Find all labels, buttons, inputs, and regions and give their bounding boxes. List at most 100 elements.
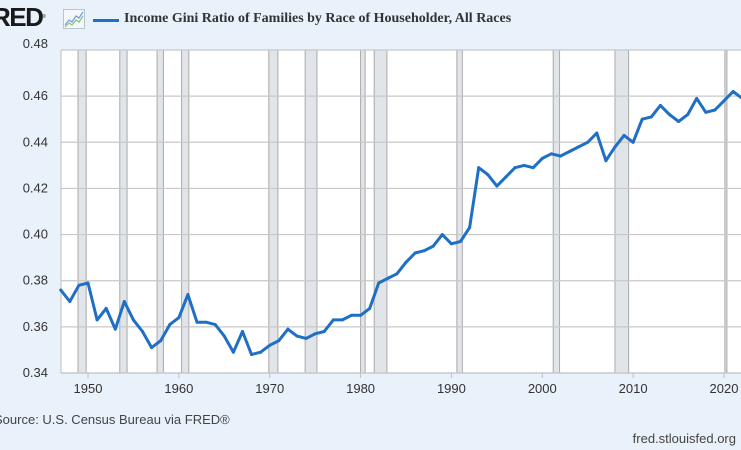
data-point	[522, 163, 526, 167]
data-point	[222, 334, 226, 338]
data-point	[568, 150, 572, 154]
data-point	[468, 226, 472, 230]
data-point	[113, 327, 117, 331]
data-point	[150, 346, 154, 350]
legend-swatch	[93, 19, 119, 22]
data-point	[377, 281, 381, 285]
data-point	[231, 350, 235, 354]
recession-band	[724, 50, 727, 373]
data-point	[504, 175, 508, 179]
data-points	[59, 90, 741, 357]
data-point	[613, 145, 617, 149]
data-point	[640, 117, 644, 121]
recession-band	[78, 50, 87, 373]
data-point	[649, 115, 653, 119]
data-point	[340, 318, 344, 322]
data-point	[531, 166, 535, 170]
x-tick-label: 2020	[710, 381, 739, 396]
data-point	[86, 281, 90, 285]
data-point	[186, 293, 190, 297]
data-point	[295, 334, 299, 338]
recession-band	[553, 50, 560, 373]
data-point	[495, 184, 499, 188]
data-point	[595, 131, 599, 135]
data-point	[386, 276, 390, 280]
recession-band	[360, 50, 366, 373]
recession-band	[181, 50, 189, 373]
data-point	[722, 99, 726, 103]
data-point	[449, 242, 453, 246]
data-point	[277, 339, 281, 343]
fred-logo[interactable]: RED®	[0, 2, 46, 32]
series-line	[59, 90, 741, 356]
data-point	[368, 306, 372, 310]
data-point	[131, 318, 135, 322]
y-tick-label: 0.42	[23, 180, 48, 195]
data-point	[240, 329, 244, 333]
data-point	[395, 272, 399, 276]
data-point	[359, 313, 363, 317]
data-point	[713, 108, 717, 112]
fred-logo-text: RED	[0, 2, 44, 32]
recession-bands	[77, 50, 728, 373]
data-point	[477, 166, 481, 170]
data-point	[159, 339, 163, 343]
data-point	[440, 233, 444, 237]
x-tick-label: 1970	[255, 381, 284, 396]
x-tick-label: 1980	[346, 381, 375, 396]
y-tick-label: 0.34	[23, 365, 48, 380]
recession-band	[119, 50, 128, 373]
data-point	[731, 90, 735, 94]
line-chart-icon[interactable]	[63, 9, 85, 29]
y-tick-label: 0.46	[23, 88, 48, 103]
data-point	[540, 156, 544, 160]
x-tick-label: 1990	[437, 381, 466, 396]
data-point	[431, 244, 435, 248]
data-point	[677, 120, 681, 124]
data-point	[704, 110, 708, 114]
line-chart-glyph	[64, 11, 84, 28]
data-point	[586, 140, 590, 144]
data-point	[577, 145, 581, 149]
recession-band	[374, 50, 387, 373]
data-point	[68, 299, 72, 303]
data-point	[95, 318, 99, 322]
y-tick-label: 0.44	[23, 134, 48, 149]
data-point	[459, 239, 463, 243]
data-point	[404, 260, 408, 264]
data-point	[695, 96, 699, 100]
data-point	[141, 329, 145, 333]
data-point	[59, 288, 63, 292]
recession-band	[157, 50, 164, 373]
gridlines	[60, 49, 741, 374]
data-point	[250, 353, 254, 357]
data-point	[259, 350, 263, 354]
data-point	[413, 251, 417, 255]
x-tick-label: 1950	[74, 381, 103, 396]
data-point	[686, 113, 690, 117]
recession-band	[268, 50, 278, 373]
recession-band	[305, 50, 317, 373]
y-tick-label: 0.36	[23, 319, 48, 334]
data-point	[667, 113, 671, 117]
data-point	[331, 318, 335, 322]
data-point	[213, 323, 217, 327]
data-point	[177, 316, 181, 320]
data-point	[168, 323, 172, 327]
data-point	[349, 313, 353, 317]
x-tick-label: 2010	[619, 381, 648, 396]
data-point	[122, 299, 126, 303]
chart-title: Income Gini Ratio of Families by Race of…	[124, 11, 512, 26]
data-point	[104, 306, 108, 310]
data-point	[313, 332, 317, 336]
x-axis-ticks: 1950 1960 1970 1980 1990 2000 2010 2020	[74, 373, 739, 396]
data-point	[204, 320, 208, 324]
y-axis-ticks: 0.34 0.36 0.38 0.40 0.42 0.44 0.46 0.48	[23, 36, 48, 380]
y-tick-label: 0.48	[23, 36, 48, 51]
x-tick-label: 2000	[528, 381, 557, 396]
data-point	[77, 283, 81, 287]
fred-url-link[interactable]: fred.stlouisfed.org	[632, 431, 736, 446]
data-point	[658, 103, 662, 107]
data-point	[286, 327, 290, 331]
